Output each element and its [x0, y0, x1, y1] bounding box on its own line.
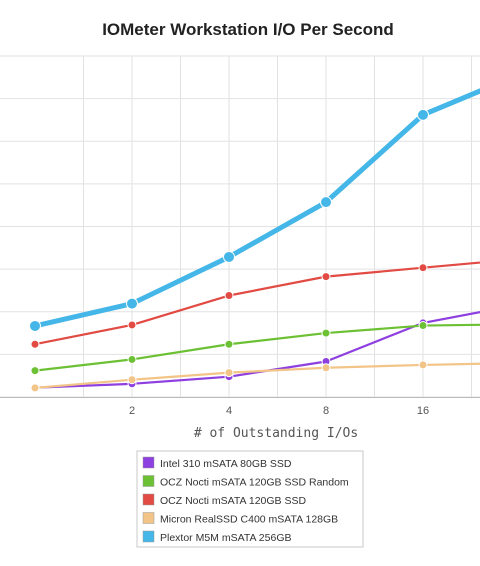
data-point [223, 250, 235, 263]
data-point [29, 319, 41, 332]
data-point [418, 321, 428, 331]
series-lines [34, 88, 480, 389]
grid [0, 55, 480, 398]
data-point [127, 320, 137, 330]
data-point [321, 363, 331, 373]
legend-label: Micron RealSSD C400 mSATA 128GB [160, 514, 338, 526]
chart-title: IOMeter Workstation I/O Per Second [102, 20, 394, 39]
legend-swatch [142, 456, 155, 469]
series-line [34, 261, 480, 346]
x-axis-ticks: 2481632 [129, 405, 429, 417]
legend: Intel 310 mSATA 80GB SSD OCZ Nocti mSATA … [136, 450, 364, 548]
legend-swatch [142, 475, 155, 487]
legend-box [136, 450, 364, 548]
data-point [224, 368, 234, 378]
legend-label: Intel 310 mSATA 80GB SSD [160, 458, 292, 470]
legend-swatch [142, 530, 155, 543]
data-point [418, 360, 428, 370]
series-points [29, 108, 429, 393]
data-point [127, 375, 137, 385]
data-point [417, 108, 429, 121]
data-point [224, 291, 234, 301]
x-tick-label: 8 [323, 405, 329, 417]
data-point [127, 354, 137, 364]
legend-swatch [142, 512, 155, 524]
data-point [320, 196, 332, 209]
data-point [30, 383, 40, 393]
data-point [321, 272, 331, 282]
x-tick-label: 2 [129, 405, 135, 417]
legend-label: OCZ Nocti mSATA 120GB SSD Random [160, 477, 349, 489]
data-point [321, 328, 331, 338]
x-axis-label: # of Outstanding I/Os [194, 426, 358, 441]
legend-label: Plextor M5M mSATA 256GB [160, 532, 292, 544]
data-point [418, 263, 428, 273]
legend-swatch [142, 493, 155, 506]
data-point [30, 366, 40, 376]
data-point [30, 339, 40, 349]
legend-label: OCZ Nocti mSATA 120GB SSD [160, 495, 306, 507]
series-line [34, 88, 480, 329]
x-tick-label: 16 [417, 405, 429, 417]
data-point [224, 339, 234, 349]
data-point [126, 297, 138, 310]
x-tick-label: 4 [226, 405, 232, 417]
